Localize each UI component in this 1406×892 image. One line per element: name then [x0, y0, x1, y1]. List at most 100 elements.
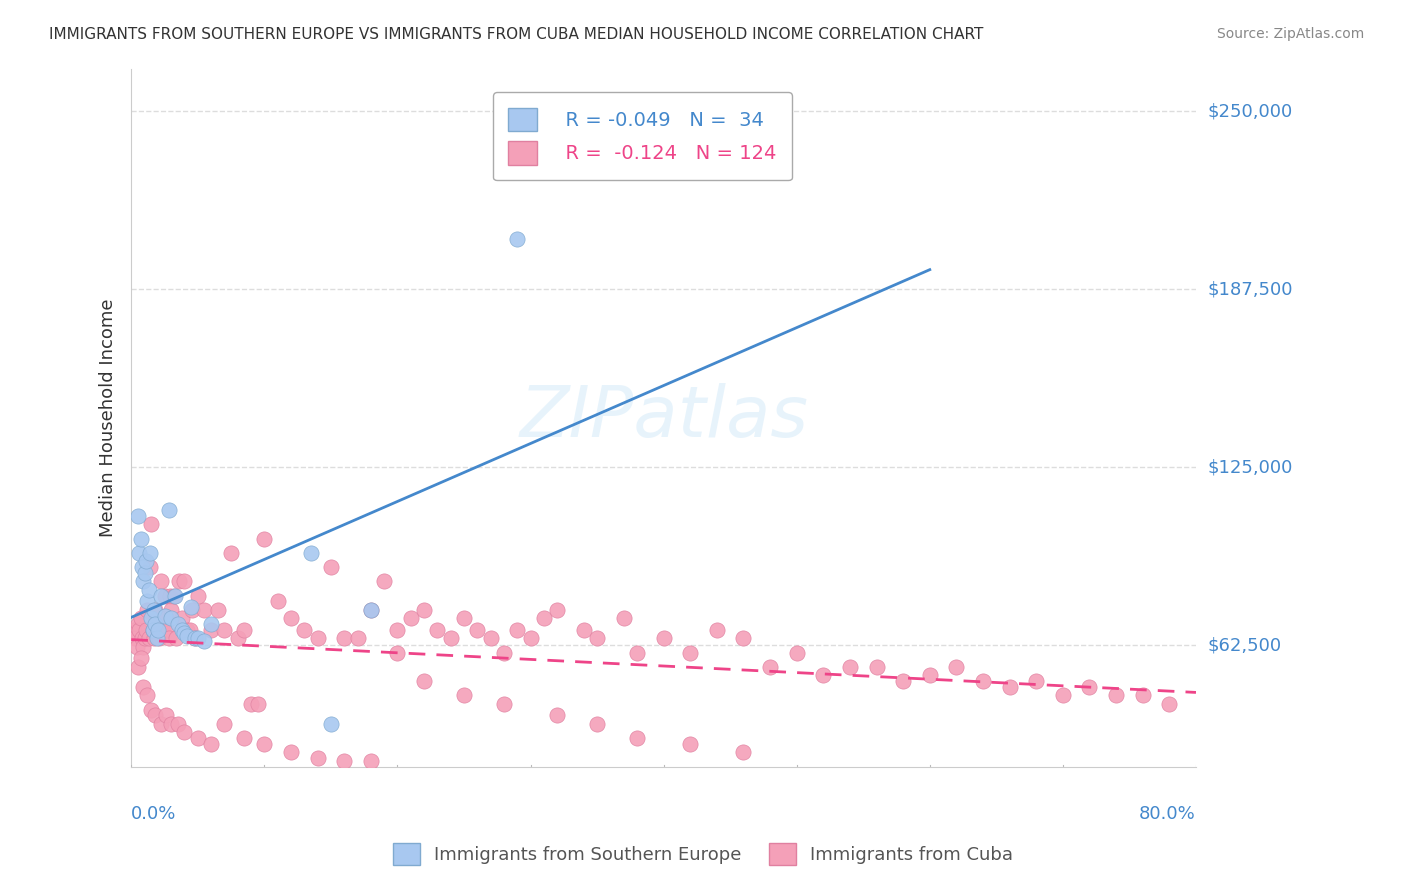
Point: [233, 623, 256, 637]
Point: [129, 532, 152, 546]
Point: [127, 660, 149, 674]
Point: [143, 603, 166, 617]
Point: [214, 623, 236, 637]
Point: [160, 716, 183, 731]
Point: [166, 632, 188, 646]
Point: [399, 611, 422, 625]
Point: [131, 632, 153, 646]
Point: [153, 608, 176, 623]
Point: [170, 623, 193, 637]
Point: [165, 589, 187, 603]
Point: [207, 603, 229, 617]
Point: [160, 603, 183, 617]
Point: [141, 623, 163, 637]
Text: $125,000: $125,000: [1208, 458, 1292, 476]
Point: [193, 603, 215, 617]
Point: [200, 617, 222, 632]
Point: [184, 632, 207, 646]
Point: [149, 716, 172, 731]
Point: [492, 697, 515, 711]
Point: [125, 640, 148, 654]
Point: [945, 660, 967, 674]
Point: [142, 632, 165, 646]
Point: [360, 754, 382, 768]
Point: [519, 632, 541, 646]
Point: [1132, 689, 1154, 703]
Point: [1052, 689, 1074, 703]
Text: $250,000: $250,000: [1208, 103, 1292, 120]
Point: [226, 632, 249, 646]
Point: [159, 589, 181, 603]
Point: [426, 623, 449, 637]
Point: [131, 560, 153, 574]
Point: [193, 634, 215, 648]
Point: [333, 754, 356, 768]
Point: [173, 625, 195, 640]
Point: [128, 623, 150, 637]
Point: [219, 546, 242, 560]
Point: [214, 716, 236, 731]
Point: [626, 646, 648, 660]
Point: [706, 623, 728, 637]
Point: [139, 560, 162, 574]
Point: [132, 640, 155, 654]
Point: [465, 623, 488, 637]
Point: [156, 623, 179, 637]
Point: [506, 623, 529, 637]
Point: [626, 731, 648, 745]
Point: [136, 594, 159, 608]
Point: [135, 623, 157, 637]
Point: [813, 668, 835, 682]
Point: [413, 674, 436, 689]
Text: 80.0%: 80.0%: [1139, 805, 1197, 823]
Point: [170, 611, 193, 625]
Point: [679, 646, 702, 660]
Point: [122, 623, 145, 637]
Point: [150, 617, 173, 632]
Point: [387, 623, 409, 637]
Point: [134, 566, 156, 580]
Text: ZIPatlas: ZIPatlas: [519, 383, 808, 452]
Point: [546, 708, 568, 723]
Point: [546, 603, 568, 617]
Point: [163, 589, 186, 603]
Point: [184, 632, 207, 646]
Point: [187, 589, 209, 603]
Point: [179, 623, 201, 637]
Point: [453, 689, 475, 703]
Point: [492, 646, 515, 660]
Point: [167, 574, 190, 589]
Text: Source: ZipAtlas.com: Source: ZipAtlas.com: [1216, 27, 1364, 41]
Point: [141, 623, 163, 637]
Point: [453, 611, 475, 625]
Point: [839, 660, 862, 674]
Point: [479, 632, 502, 646]
Point: [157, 503, 180, 517]
Point: [143, 617, 166, 632]
Point: [141, 703, 163, 717]
Point: [129, 651, 152, 665]
Point: [891, 674, 914, 689]
Point: [387, 646, 409, 660]
Point: [613, 611, 636, 625]
Point: [128, 546, 150, 560]
Point: [135, 554, 157, 568]
Point: [319, 716, 342, 731]
Point: [157, 632, 180, 646]
Point: [998, 680, 1021, 694]
Point: [138, 632, 160, 646]
Point: [253, 532, 276, 546]
Point: [149, 589, 172, 603]
Point: [173, 574, 195, 589]
Point: [533, 611, 555, 625]
Point: [146, 623, 169, 637]
Point: [1025, 674, 1047, 689]
Point: [173, 725, 195, 739]
Point: [440, 632, 463, 646]
Point: [153, 589, 176, 603]
Point: [360, 603, 382, 617]
Point: [152, 623, 174, 637]
Point: [155, 611, 177, 625]
Point: [136, 603, 159, 617]
Point: [918, 668, 941, 682]
